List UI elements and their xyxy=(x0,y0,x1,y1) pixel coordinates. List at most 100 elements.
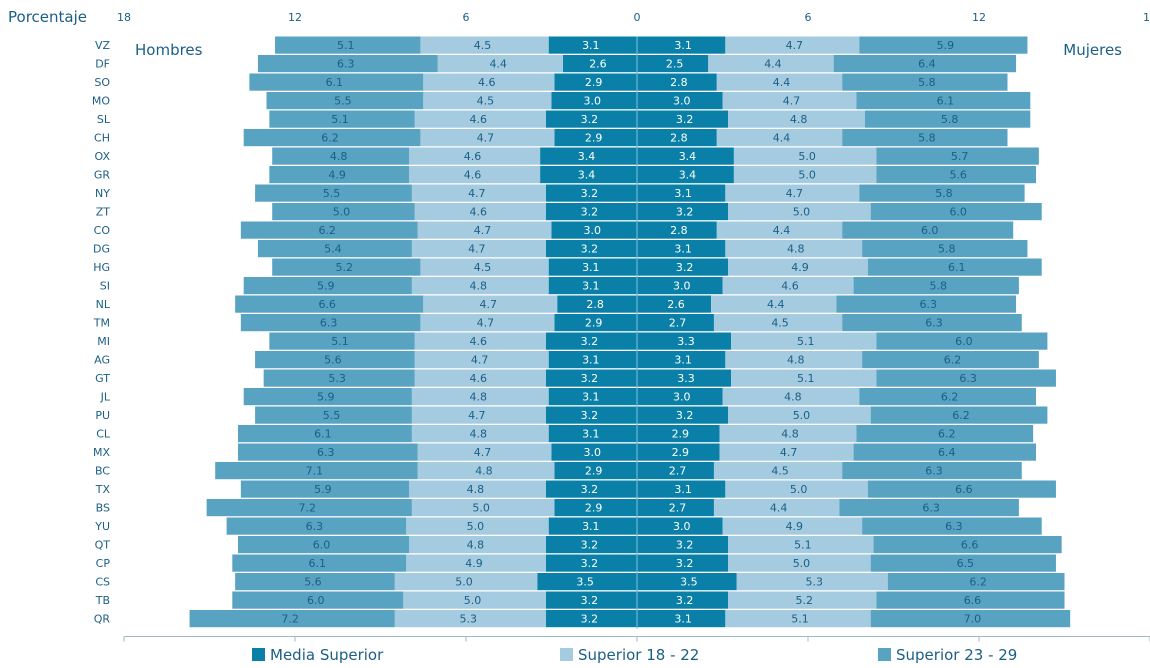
bar-hombres-superior-18-22 xyxy=(409,166,541,184)
legend-swatch-media-superior xyxy=(252,648,265,661)
bar-hombres-superior-18-22 xyxy=(411,184,546,202)
bar-hombres-superior-23-29 xyxy=(232,591,404,609)
state-label: QT xyxy=(95,539,111,552)
bar-value-label: 6.6 xyxy=(955,483,973,496)
bar-value-label: 2.9 xyxy=(585,502,603,515)
bar-value-label: 4.4 xyxy=(773,76,791,89)
bar-value-label: 5.1 xyxy=(331,113,349,126)
bar-hombres-media-superior xyxy=(554,499,637,517)
bar-value-label: 3.5 xyxy=(576,576,594,589)
bar-value-label: 6.3 xyxy=(945,520,963,533)
bar-hombres-superior-18-22 xyxy=(420,314,555,332)
bar-mujeres-superior-18-22 xyxy=(725,480,868,498)
x-axis xyxy=(123,636,1150,642)
bar-mujeres-superior-18-22 xyxy=(711,295,837,313)
state-label: NY xyxy=(95,187,110,200)
bar-hombres-media-superior xyxy=(554,314,637,332)
bar-hombres-superior-23-29 xyxy=(257,55,438,73)
legend-swatch-superior-18-22 xyxy=(560,648,573,661)
bar-mujeres-superior-23-29 xyxy=(865,110,1031,128)
x-tick-label: 12 xyxy=(288,11,302,24)
bar-mujeres-superior-23-29 xyxy=(859,388,1036,406)
bar-value-label: 7.1 xyxy=(306,465,324,478)
bar-value-label: 6.0 xyxy=(307,594,325,607)
bar-value-label: 3.2 xyxy=(581,372,599,385)
bar-mujeres-superior-23-29 xyxy=(856,425,1034,443)
bar-mujeres-superior-23-29 xyxy=(876,369,1056,387)
bar-hombres-superior-23-29 xyxy=(215,462,418,480)
bar-hombres-media-superior xyxy=(545,203,637,221)
bar-mujeres-superior-23-29 xyxy=(862,517,1042,535)
bar-mujeres-superior-23-29 xyxy=(862,351,1039,369)
bar-mujeres-superior-23-29 xyxy=(862,240,1028,258)
bar-mujeres-superior-18-22 xyxy=(725,184,860,202)
bar-mujeres-media-superior xyxy=(637,406,729,424)
state-label: MO xyxy=(92,95,110,108)
bar-value-label: 4.7 xyxy=(474,446,492,459)
bar-mujeres-superior-23-29 xyxy=(876,332,1048,350)
bar-value-label: 4.7 xyxy=(468,409,486,422)
bar-hombres-media-superior xyxy=(554,73,637,91)
bar-value-label: 4.8 xyxy=(470,428,488,441)
bar-mujeres-superior-18-22 xyxy=(728,591,877,609)
bar-value-label: 5.0 xyxy=(464,594,482,607)
bar-value-label: 5.7 xyxy=(951,150,969,163)
bar-value-label: 3.1 xyxy=(582,391,600,404)
bar-value-label: 5.9 xyxy=(937,39,955,52)
bar-hombres-media-superior xyxy=(540,147,637,165)
x-tick-label: 6 xyxy=(805,11,812,24)
bar-value-label: 6.2 xyxy=(944,354,962,367)
bars: 3.1 4.5 5.1 3.1 4.7 5.9 2.6 4.4 6.3 2.5 4.4 6.4 2.9 4… xyxy=(189,36,1071,629)
bar-value-label: 4.5 xyxy=(771,317,789,330)
state-label: PU xyxy=(95,409,110,422)
bar-hombres-superior-18-22 xyxy=(394,573,538,591)
bar-value-label: 6.3 xyxy=(959,372,977,385)
bar-value-label: 5.2 xyxy=(796,594,814,607)
bar-value-label: 3.1 xyxy=(674,187,692,200)
bar-value-label: 3.2 xyxy=(581,335,599,348)
bar-value-label: 4.7 xyxy=(468,243,486,256)
bar-hombres-superior-23-29 xyxy=(238,425,412,443)
bar-mujeres-superior-23-29 xyxy=(876,166,1036,184)
bar-value-label: 4.7 xyxy=(783,95,801,108)
state-label: QR xyxy=(94,613,111,626)
bar-hombres-superior-23-29 xyxy=(272,258,421,276)
bar-value-label: 3.1 xyxy=(582,280,600,293)
bar-mujeres-media-superior xyxy=(637,36,726,54)
bar-value-label: 4.7 xyxy=(477,132,495,145)
bar-value-label: 6.3 xyxy=(320,317,338,330)
state-label: CH xyxy=(94,132,110,145)
bar-hombres-media-superior xyxy=(551,443,637,461)
bar-hombres-media-superior xyxy=(548,388,637,406)
bar-mujeres-superior-23-29 xyxy=(833,55,1017,73)
bar-value-label: 4.8 xyxy=(790,113,808,126)
bar-value-label: 6.4 xyxy=(938,446,956,459)
bar-mujeres-superior-23-29 xyxy=(887,573,1065,591)
bar-value-label: 3.0 xyxy=(673,95,691,108)
bar-value-label: 5.6 xyxy=(949,169,967,182)
bar-mujeres-superior-23-29 xyxy=(873,536,1062,554)
bar-value-label: 3.4 xyxy=(578,169,596,182)
bar-mujeres-media-superior xyxy=(637,295,712,313)
bar-value-label: 5.1 xyxy=(797,335,815,348)
bar-mujeres-media-superior xyxy=(637,314,714,332)
bar-mujeres-superior-18-22 xyxy=(731,332,877,350)
bar-value-label: 5.6 xyxy=(304,576,322,589)
bar-value-label: 2.5 xyxy=(666,58,684,71)
state-label: SL xyxy=(97,113,111,126)
bar-value-label: 4.5 xyxy=(474,39,492,52)
bar-hombres-media-superior xyxy=(545,536,637,554)
bar-value-label: 2.6 xyxy=(667,298,685,311)
bar-mujeres-media-superior xyxy=(637,221,717,239)
bar-value-label: 4.8 xyxy=(470,391,488,404)
bar-value-label: 6.4 xyxy=(918,58,936,71)
bar-hombres-superior-23-29 xyxy=(266,92,424,110)
bar-hombres-superior-23-29 xyxy=(226,517,407,535)
bar-hombres-superior-18-22 xyxy=(423,295,558,313)
bar-value-label: 3.2 xyxy=(581,187,599,200)
bar-hombres-superior-23-29 xyxy=(272,147,409,165)
bar-value-label: 5.9 xyxy=(317,391,335,404)
bar-value-label: 6.1 xyxy=(314,428,332,441)
bar-mujeres-media-superior xyxy=(637,369,732,387)
